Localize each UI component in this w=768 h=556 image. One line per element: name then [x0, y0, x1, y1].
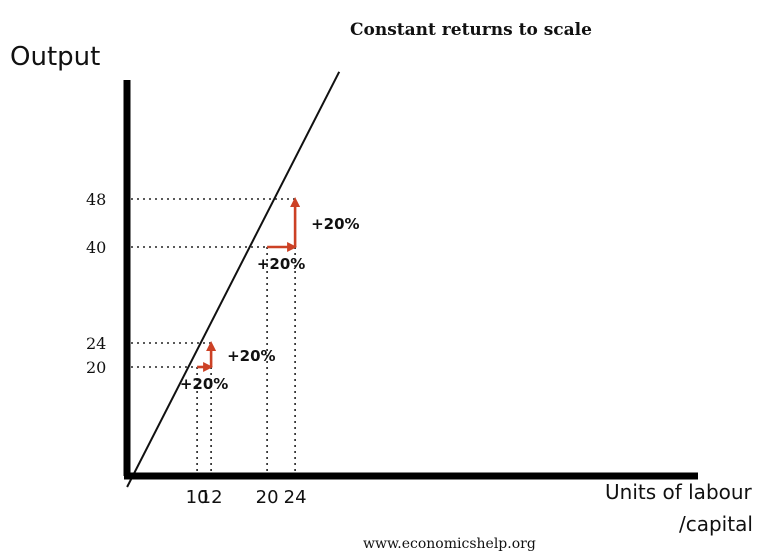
step-label-horizontal-1: +20%: [257, 255, 305, 273]
x-axis-label-line2: /capital: [679, 512, 753, 536]
step-arrows: +20% +20% +20% +20%: [180, 197, 360, 393]
x-tick-label-12: 12: [200, 487, 223, 508]
source-credit: www.economicshelp.org: [363, 536, 536, 552]
y-tick-label-24: 24: [86, 334, 106, 353]
step-label-vertical-0: +20%: [227, 347, 275, 365]
dotted-guide-lines: [131, 198, 296, 472]
step-label-vertical-1: +20%: [311, 215, 359, 233]
x-tick-label-24: 24: [284, 487, 307, 508]
y-axis-label: Output: [10, 42, 100, 72]
series-line-0: [126, 71, 341, 488]
step-label-horizontal-0: +20%: [180, 375, 228, 393]
x-axis-label-line1: Units of labour: [605, 480, 753, 504]
series-line-group: [126, 71, 341, 488]
axes: [123, 80, 698, 480]
y-tick-label-48: 48: [86, 190, 106, 209]
x-tick-label-20: 20: [256, 487, 279, 508]
y-tick-label-40: 40: [86, 238, 106, 257]
chart-title: Constant returns to scale: [350, 20, 592, 40]
y-tick-label-20: 20: [86, 358, 106, 377]
x-tick-label-10: 10: [186, 487, 209, 508]
